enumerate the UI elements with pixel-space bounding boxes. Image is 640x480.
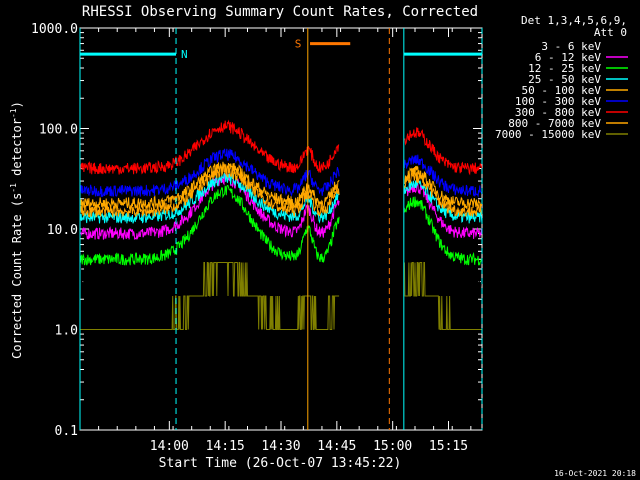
x-tick-label: 14:30 — [261, 439, 300, 454]
series-line-9 — [80, 262, 482, 330]
x-tick-label: 14:00 — [150, 439, 189, 454]
night-label: N — [181, 48, 188, 61]
y-axis-label: Corrected Count Rate (s-1 detector-1) — [9, 101, 24, 359]
legend-header-1: Det 1,3,4,5,6,9, — [521, 14, 627, 27]
saa-label: S — [295, 38, 302, 51]
series-group — [80, 119, 482, 330]
legend-label-1: 3 - 6 keV — [541, 40, 601, 53]
x-tick-label: 14:15 — [206, 439, 245, 454]
y-tick-label: 100.0 — [39, 123, 78, 138]
y-tick-label: 1.0 — [55, 324, 78, 339]
x-axis-label: Start Time (26-Oct-07 13:45:22) — [159, 456, 402, 471]
legend-label-9: 7000 - 15000 keV — [495, 128, 601, 141]
legend-label-4: 25 - 50 keV — [528, 73, 601, 86]
footer-date: 16-Oct-2021 20:18 — [554, 469, 636, 478]
y-tick-label: 0.1 — [55, 424, 78, 439]
legend-label-6: 100 - 300 keV — [515, 95, 601, 108]
x-tick-label: 14:45 — [317, 439, 356, 454]
legend-label-7: 300 - 800 keV — [515, 106, 601, 119]
y-tick-label: 10.0 — [47, 223, 78, 238]
y-tick-label: 1000.0 — [31, 22, 78, 37]
plot-area: 0.1 1.0 10.0 100.0 1000.0 14:00 14:15 14:30 14:4… — [31, 22, 483, 454]
series-line-3 — [80, 184, 482, 266]
x-tick-label: 15:15 — [429, 439, 468, 454]
legend-label-3: 12 - 25 keV — [528, 62, 601, 75]
x-tick-label: 15:00 — [373, 439, 412, 454]
legend-label-5: 50 - 100 keV — [522, 84, 602, 97]
chart-title: RHESSI Observing Summary Count Rates, Co… — [82, 4, 478, 20]
series-line-1 — [80, 198, 482, 292]
legend-header-2: Att 0 — [594, 26, 627, 39]
legend-label-8: 800 - 7000 keV — [508, 117, 601, 130]
series-line-4 — [80, 172, 482, 224]
series-line-8 — [80, 163, 482, 218]
legend-label-2: 6 - 12 keV — [535, 51, 602, 64]
series-line-6 — [80, 148, 482, 198]
series-line-7 — [80, 119, 482, 176]
